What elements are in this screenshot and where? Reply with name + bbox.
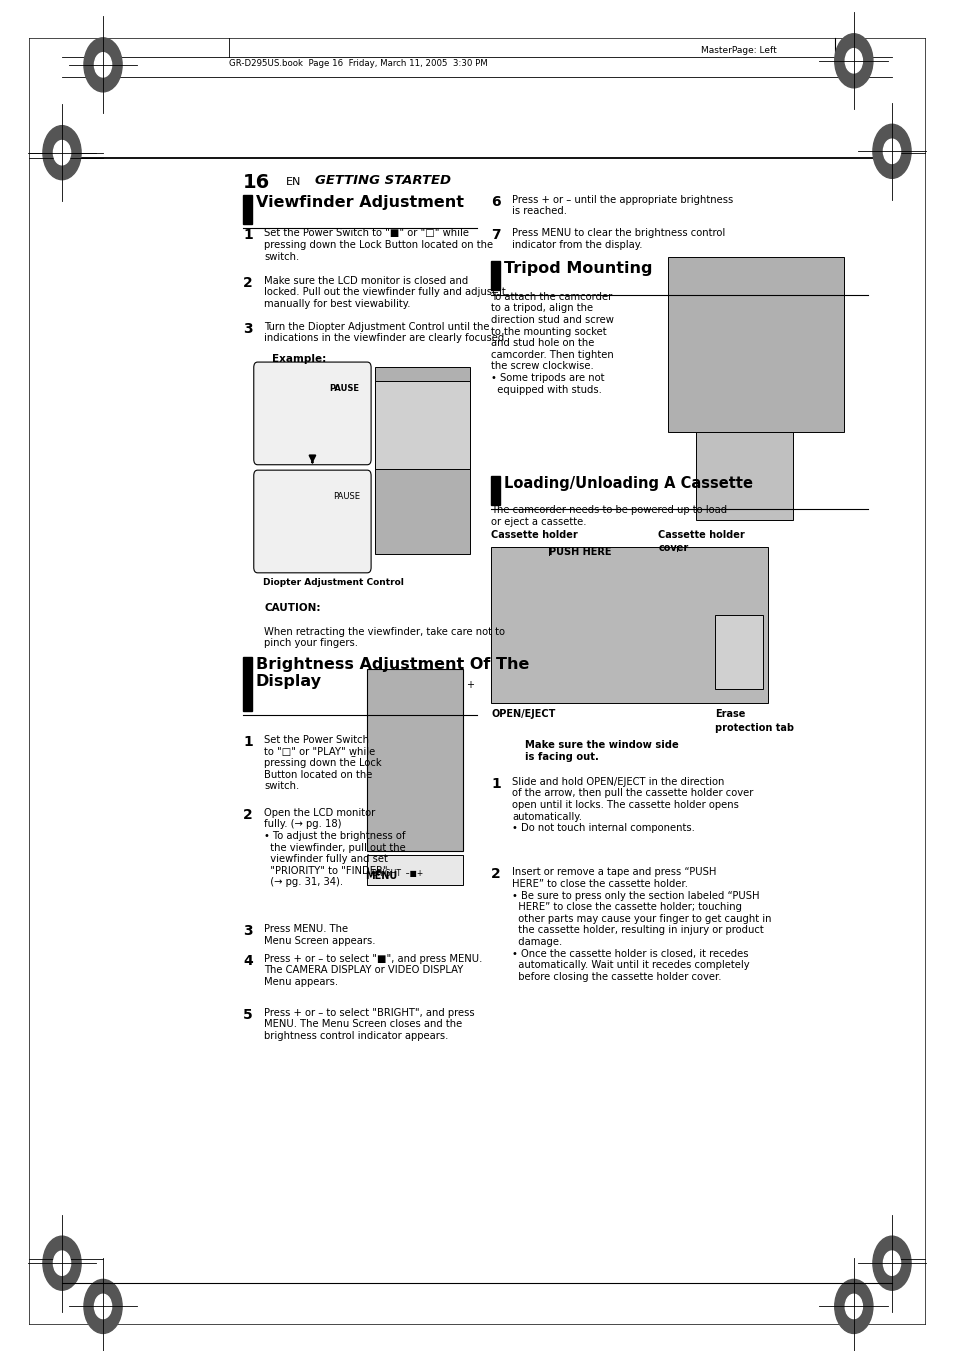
Text: PUSH HERE: PUSH HERE xyxy=(548,547,611,557)
Bar xyxy=(491,261,499,290)
Bar xyxy=(367,855,462,885)
Bar xyxy=(243,195,252,224)
Text: 6: 6 xyxy=(491,195,500,208)
Text: BRIGHT  –■+: BRIGHT –■+ xyxy=(372,869,423,878)
Text: +: + xyxy=(465,680,473,689)
Circle shape xyxy=(84,38,122,92)
Circle shape xyxy=(844,49,862,73)
Circle shape xyxy=(94,1294,112,1319)
Bar xyxy=(491,547,767,703)
Text: To attach the camcorder
to a tripod, align the
direction stud and screw
to the m: To attach the camcorder to a tripod, ali… xyxy=(491,292,614,394)
Circle shape xyxy=(84,1279,122,1333)
Text: protection tab: protection tab xyxy=(715,723,794,732)
Text: EN: EN xyxy=(286,177,301,186)
Bar xyxy=(375,367,470,554)
Text: Example:: Example: xyxy=(272,354,326,363)
Text: Slide and hold OPEN/EJECT in the direction
of the arrow, then pull the cassette : Slide and hold OPEN/EJECT in the directi… xyxy=(512,777,753,834)
Text: When retracting the viewfinder, take care not to
pinch your fingers.: When retracting the viewfinder, take car… xyxy=(264,627,505,648)
Bar xyxy=(696,432,793,520)
Text: Open the LCD monitor
fully. (→ pg. 18)
• To adjust the brightness of
  the viewf: Open the LCD monitor fully. (→ pg. 18) •… xyxy=(264,808,406,888)
Text: 1: 1 xyxy=(243,228,253,242)
Circle shape xyxy=(834,34,872,88)
Bar xyxy=(491,476,499,505)
Text: 1: 1 xyxy=(243,735,253,748)
FancyBboxPatch shape xyxy=(253,470,371,573)
Text: Brightness Adjustment Of The
Display: Brightness Adjustment Of The Display xyxy=(255,657,529,689)
Text: Press MENU. The
Menu Screen appears.: Press MENU. The Menu Screen appears. xyxy=(264,924,375,946)
Text: 3: 3 xyxy=(243,924,253,938)
Circle shape xyxy=(43,126,81,180)
Text: Cassette holder: Cassette holder xyxy=(658,530,744,539)
Bar xyxy=(667,257,843,432)
Text: 2: 2 xyxy=(243,808,253,821)
Text: PAUSE: PAUSE xyxy=(333,492,359,501)
Text: Press + or – until the appropriate brightness
is reached.: Press + or – until the appropriate brigh… xyxy=(512,195,733,216)
Text: Insert or remove a tape and press “PUSH
HERE” to close the cassette holder.
• Be: Insert or remove a tape and press “PUSH … xyxy=(512,867,771,982)
Text: GETTING STARTED: GETTING STARTED xyxy=(314,174,451,188)
Text: Set the Power Switch
to "□" or "PLAY" while
pressing down the Lock
Button locate: Set the Power Switch to "□" or "PLAY" wh… xyxy=(264,735,381,792)
Text: PAUSE: PAUSE xyxy=(330,384,359,393)
Text: OPEN/EJECT: OPEN/EJECT xyxy=(491,709,555,719)
Text: Tripod Mounting: Tripod Mounting xyxy=(503,261,652,276)
Text: Press + or – to select "■", and press MENU.
The CAMERA DISPLAY or VIDEO DISPLAY
: Press + or – to select "■", and press ME… xyxy=(264,954,482,988)
Bar xyxy=(367,669,462,851)
Circle shape xyxy=(53,1251,71,1275)
Circle shape xyxy=(94,53,112,77)
Text: MasterPage: Left: MasterPage: Left xyxy=(700,46,776,55)
Text: 1: 1 xyxy=(491,777,500,790)
Circle shape xyxy=(882,139,900,163)
Text: The camcorder needs to be powered up to load
or eject a cassette.: The camcorder needs to be powered up to … xyxy=(491,505,727,527)
Circle shape xyxy=(882,1251,900,1275)
Circle shape xyxy=(872,124,910,178)
Text: CAUTION:: CAUTION: xyxy=(264,603,320,612)
Text: MENU: MENU xyxy=(365,871,397,881)
Text: Erase: Erase xyxy=(715,709,745,719)
Text: Make sure the window side
is facing out.: Make sure the window side is facing out. xyxy=(524,740,678,762)
Text: Make sure the LCD monitor is closed and
locked. Pull out the viewfinder fully an: Make sure the LCD monitor is closed and … xyxy=(264,276,505,309)
Circle shape xyxy=(834,1279,872,1333)
Circle shape xyxy=(53,141,71,165)
Text: Diopter Adjustment Control: Diopter Adjustment Control xyxy=(263,578,404,588)
Text: Press + or – to select "BRIGHT", and press
MENU. The Menu Screen closes and the
: Press + or – to select "BRIGHT", and pre… xyxy=(264,1008,475,1042)
Text: 2: 2 xyxy=(243,276,253,289)
Text: Viewfinder Adjustment: Viewfinder Adjustment xyxy=(255,195,463,209)
Text: 7: 7 xyxy=(491,228,500,242)
Text: Set the Power Switch to "■" or "□" while
pressing down the Lock Button located o: Set the Power Switch to "■" or "□" while… xyxy=(264,228,493,262)
Circle shape xyxy=(43,1236,81,1290)
Text: 4: 4 xyxy=(243,954,253,967)
Text: 16: 16 xyxy=(243,173,271,192)
Text: 5: 5 xyxy=(243,1008,253,1021)
Text: 3: 3 xyxy=(243,322,253,335)
Bar xyxy=(715,615,762,689)
Text: Loading/Unloading A Cassette: Loading/Unloading A Cassette xyxy=(503,476,752,490)
Bar xyxy=(243,657,252,711)
Text: cover: cover xyxy=(658,543,688,553)
Text: Cassette holder: Cassette holder xyxy=(491,530,578,539)
Text: Turn the Diopter Adjustment Control until the
indications in the viewfinder are : Turn the Diopter Adjustment Control unti… xyxy=(264,322,507,343)
Text: –: – xyxy=(350,751,355,761)
Text: 2: 2 xyxy=(491,867,500,881)
Circle shape xyxy=(872,1236,910,1290)
FancyBboxPatch shape xyxy=(253,362,371,465)
Bar xyxy=(375,381,470,469)
Text: Press MENU to clear the brightness control
indicator from the display.: Press MENU to clear the brightness contr… xyxy=(512,228,725,250)
Text: GR-D295US.book  Page 16  Friday, March 11, 2005  3:30 PM: GR-D295US.book Page 16 Friday, March 11,… xyxy=(229,59,487,69)
Circle shape xyxy=(844,1294,862,1319)
